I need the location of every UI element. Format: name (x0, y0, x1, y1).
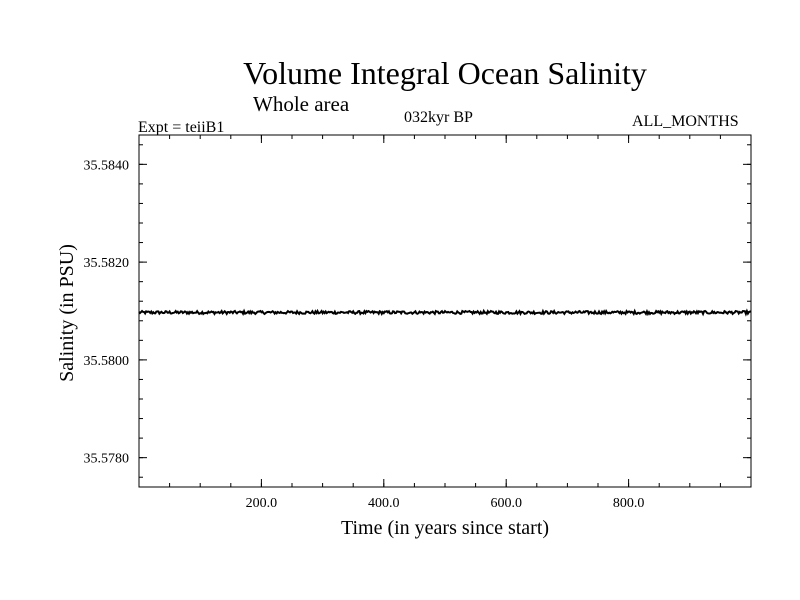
salinity-series-line (138, 308, 752, 317)
experiment-label: Expt = teiiB1 (138, 119, 225, 136)
x-tick-labels: 200.0 400.0 600.0 800.0 (246, 496, 645, 511)
period-label: 032kyr BP (404, 109, 473, 126)
x-tick-label: 600.0 (490, 496, 522, 511)
chart-title: Volume Integral Ocean Salinity (243, 55, 647, 91)
y-tick-label: 35.5840 (84, 158, 130, 173)
chart-subtitle: Whole area (253, 92, 350, 116)
x-tick-label: 400.0 (368, 496, 400, 511)
y-tick-label: 35.5820 (84, 256, 130, 271)
y-tick-label: 35.5800 (84, 354, 130, 369)
y-tick-label: 35.5780 (84, 452, 130, 467)
axis-ticks (139, 135, 751, 487)
months-label: ALL_MONTHS (632, 113, 739, 130)
y-axis-label: Salinity (in PSU) (56, 244, 78, 382)
x-axis-label: Time (in years since start) (340, 517, 550, 539)
x-tick-label: 800.0 (613, 496, 645, 511)
y-tick-labels: 35.5780 35.5800 35.5820 35.5840 (84, 158, 130, 466)
x-tick-label: 200.0 (246, 496, 278, 511)
